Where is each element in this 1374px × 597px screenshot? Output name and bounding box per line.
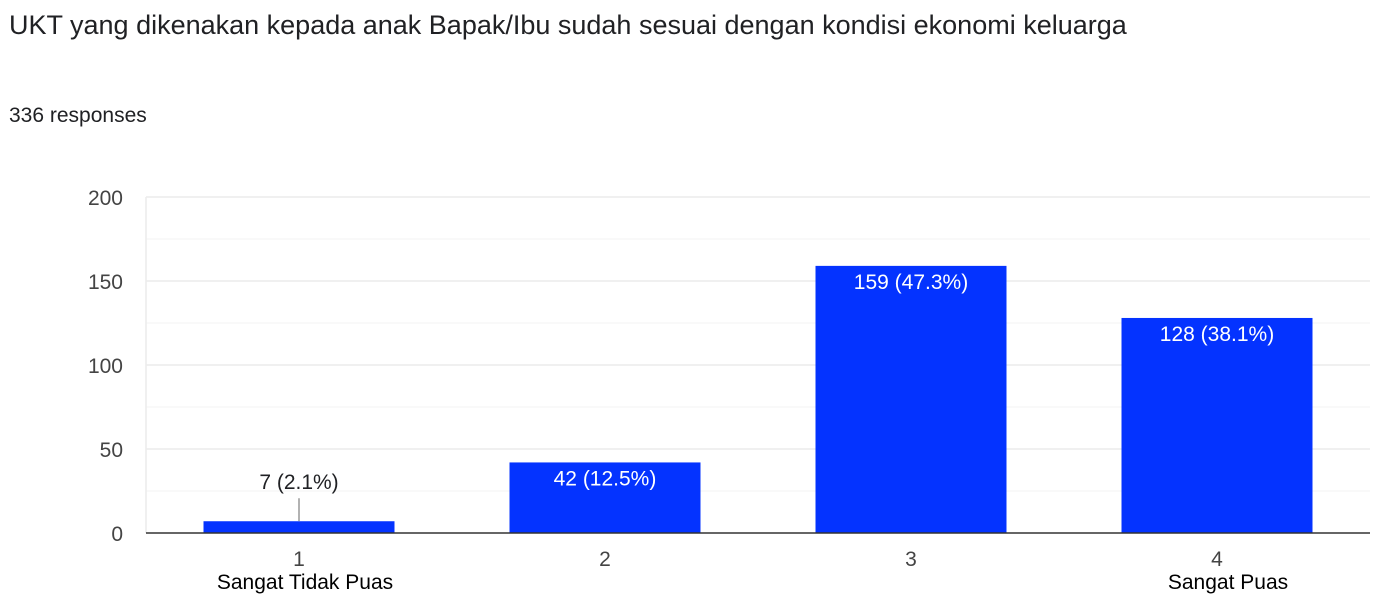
y-tick-label: 150 [88, 271, 123, 294]
y-tick-label: 200 [88, 187, 123, 210]
bar [203, 521, 395, 533]
data-label: 7 (2.1%) [259, 471, 338, 494]
data-label: 159 (47.3%) [854, 271, 968, 294]
bar [1121, 317, 1313, 533]
bars [203, 265, 1313, 533]
y-tick-label: 0 [111, 523, 123, 546]
y-tick-label: 100 [88, 355, 123, 378]
response-count: 336 responses [9, 104, 147, 127]
bar [815, 265, 1007, 533]
question-title: UKT yang dikenakan kepada anak Bapak/Ibu… [9, 10, 1127, 40]
x-tick-label: 2 [599, 548, 611, 571]
bar [509, 462, 701, 533]
x-tick-label: 4 [1211, 548, 1223, 571]
data-labels: 7 (2.1%) 42 (12.5%) 159 (47.3%) 128 (38.1%) [259, 271, 1274, 522]
x-tick-sublabel: Sangat Tidak Puas [217, 571, 393, 594]
data-label: 42 (12.5%) [554, 467, 657, 490]
x-tick-sublabel: Sangat Puas [1168, 571, 1288, 594]
x-tick-label: 1 [293, 548, 305, 571]
data-label: 128 (38.1%) [1160, 323, 1274, 346]
x-tick-label: 3 [905, 548, 917, 571]
y-axis-ticks: 0 50 100 150 200 [88, 187, 123, 546]
y-tick-label: 50 [100, 439, 123, 462]
